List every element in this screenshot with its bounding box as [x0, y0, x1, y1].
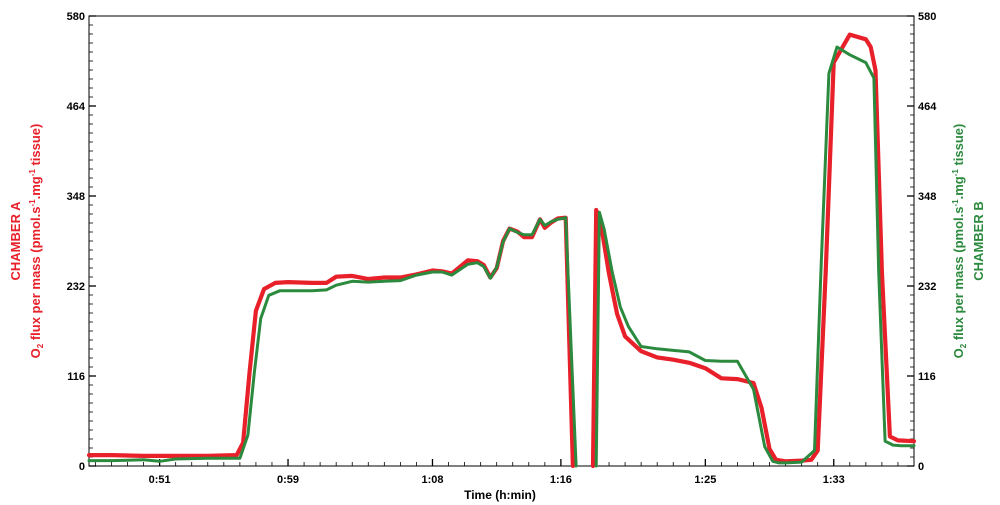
y-tick-label-left: 464 [67, 101, 86, 113]
y-tick-label-right: 232 [918, 281, 936, 293]
right-flux-label: O2 flux per mass (pmol.s-1.mg-1 tissue) [951, 124, 968, 359]
y-tick-label-right: 0 [918, 461, 924, 473]
y-tick-label-left: 116 [67, 371, 85, 383]
left-y-axis-title: CHAMBER A O2 flux per mass (pmol.s-1.mg-… [8, 124, 45, 359]
left-chamber-label: CHAMBER A [8, 201, 23, 281]
right-chamber-label: CHAMBER B [971, 201, 986, 280]
series-layer [86, 32, 917, 469]
y-tick-label-left: 580 [67, 11, 85, 23]
y-tick-label-right: 348 [918, 191, 936, 203]
x-tick-label: 0:51 [149, 474, 171, 486]
left-flux-label: O2 flux per mass (pmol.s-1.mg-1 tissue) [28, 124, 45, 359]
x-axis-title: Time (h:min) [464, 488, 536, 502]
x-tick-label: 1:33 [823, 474, 845, 486]
right-y-axis-title: O2 flux per mass (pmol.s-1.mg-1 tissue) … [951, 124, 986, 359]
y-tick-label-right: 580 [918, 11, 936, 23]
y-tick-label-left: 232 [67, 281, 85, 293]
x-tick-label: 0:59 [277, 474, 299, 486]
series-line-chamber-b [87, 45, 916, 468]
y-tick-label-left: 348 [67, 191, 85, 203]
x-tick-label: 1:16 [550, 474, 572, 486]
x-tick-label: 1:25 [694, 474, 716, 486]
tick-labels: 0 0 116 116 232 232 348 348 464 464 580 580 0:51 0:59… [67, 11, 938, 486]
x-tick-label: 1:08 [421, 474, 443, 486]
y-tick-label-right: 464 [918, 101, 937, 113]
axis-ticks [89, 15, 915, 467]
y-tick-label-left: 0 [79, 461, 85, 473]
y-tick-label-right: 116 [918, 371, 936, 383]
